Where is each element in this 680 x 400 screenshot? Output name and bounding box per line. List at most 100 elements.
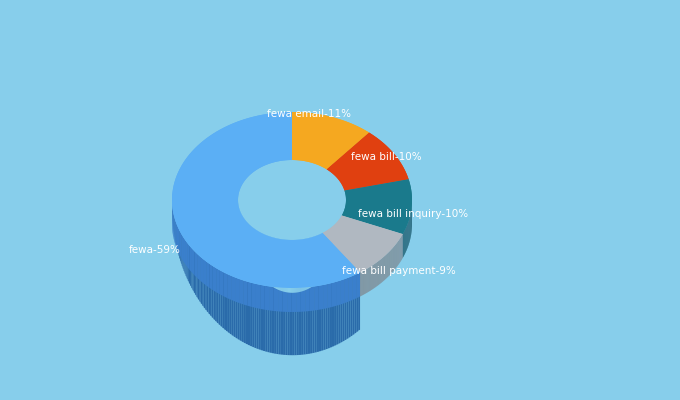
Polygon shape	[194, 250, 195, 294]
Polygon shape	[288, 240, 289, 293]
Polygon shape	[287, 288, 292, 312]
Polygon shape	[260, 285, 265, 310]
Polygon shape	[336, 280, 340, 306]
Polygon shape	[210, 264, 211, 316]
Polygon shape	[328, 284, 330, 348]
Polygon shape	[318, 234, 319, 282]
Polygon shape	[290, 240, 291, 293]
Polygon shape	[188, 244, 189, 282]
Polygon shape	[252, 283, 254, 347]
Polygon shape	[326, 132, 409, 190]
Polygon shape	[201, 257, 202, 304]
Polygon shape	[266, 235, 267, 282]
Polygon shape	[207, 262, 208, 312]
Polygon shape	[258, 231, 259, 274]
Polygon shape	[334, 282, 336, 346]
Polygon shape	[303, 239, 304, 291]
Polygon shape	[315, 236, 316, 285]
Polygon shape	[197, 253, 198, 298]
Polygon shape	[216, 268, 220, 294]
Polygon shape	[230, 275, 232, 335]
Polygon shape	[305, 287, 310, 312]
Polygon shape	[308, 238, 309, 289]
Polygon shape	[181, 233, 182, 264]
Polygon shape	[358, 272, 360, 331]
Polygon shape	[220, 271, 222, 327]
Polygon shape	[240, 279, 242, 341]
Polygon shape	[177, 227, 178, 254]
Polygon shape	[256, 230, 258, 272]
Polygon shape	[213, 266, 216, 292]
Polygon shape	[299, 288, 301, 355]
Polygon shape	[263, 285, 265, 351]
Polygon shape	[292, 240, 293, 293]
Polygon shape	[185, 240, 187, 267]
Polygon shape	[242, 280, 244, 342]
Polygon shape	[282, 239, 283, 291]
Polygon shape	[326, 132, 409, 190]
Polygon shape	[277, 238, 278, 290]
Polygon shape	[261, 233, 262, 278]
Polygon shape	[303, 288, 305, 354]
Polygon shape	[192, 249, 194, 291]
Polygon shape	[234, 277, 236, 337]
Polygon shape	[265, 286, 267, 352]
Polygon shape	[352, 275, 354, 335]
Polygon shape	[288, 288, 290, 355]
Polygon shape	[273, 287, 278, 312]
Polygon shape	[322, 216, 403, 272]
Polygon shape	[292, 288, 296, 312]
Polygon shape	[293, 240, 294, 293]
Polygon shape	[294, 240, 295, 293]
Polygon shape	[292, 112, 369, 169]
Polygon shape	[194, 251, 197, 278]
Polygon shape	[300, 240, 301, 292]
Polygon shape	[341, 280, 343, 343]
Polygon shape	[332, 282, 334, 347]
Polygon shape	[172, 112, 360, 288]
Polygon shape	[299, 240, 300, 292]
Polygon shape	[265, 286, 269, 310]
Polygon shape	[342, 179, 412, 234]
Polygon shape	[206, 262, 209, 288]
Polygon shape	[256, 284, 258, 349]
Polygon shape	[255, 229, 256, 270]
Polygon shape	[338, 280, 341, 344]
Polygon shape	[211, 265, 214, 318]
Polygon shape	[180, 231, 182, 258]
Polygon shape	[267, 286, 270, 352]
Polygon shape	[272, 237, 273, 287]
Polygon shape	[305, 287, 308, 354]
Polygon shape	[271, 237, 272, 286]
Polygon shape	[203, 259, 206, 286]
Text: fewa bill-10%: fewa bill-10%	[351, 152, 422, 162]
Polygon shape	[343, 279, 345, 342]
Polygon shape	[322, 216, 403, 272]
Polygon shape	[342, 179, 412, 234]
Polygon shape	[344, 278, 348, 303]
Polygon shape	[178, 228, 180, 255]
Polygon shape	[311, 237, 312, 287]
Polygon shape	[336, 281, 338, 345]
Polygon shape	[269, 236, 271, 285]
Polygon shape	[232, 276, 234, 336]
Polygon shape	[286, 240, 287, 292]
Polygon shape	[319, 285, 321, 352]
Polygon shape	[267, 236, 269, 284]
Polygon shape	[253, 228, 254, 266]
Polygon shape	[209, 264, 213, 290]
Polygon shape	[248, 282, 252, 307]
Polygon shape	[208, 263, 210, 314]
Polygon shape	[252, 227, 253, 265]
Polygon shape	[323, 284, 328, 309]
Polygon shape	[281, 288, 283, 355]
Polygon shape	[340, 279, 344, 304]
Polygon shape	[332, 282, 336, 307]
Polygon shape	[226, 274, 228, 332]
Polygon shape	[324, 284, 326, 350]
Polygon shape	[319, 285, 323, 310]
Polygon shape	[284, 240, 285, 292]
Polygon shape	[345, 278, 347, 340]
Polygon shape	[263, 234, 264, 280]
Polygon shape	[265, 234, 266, 281]
